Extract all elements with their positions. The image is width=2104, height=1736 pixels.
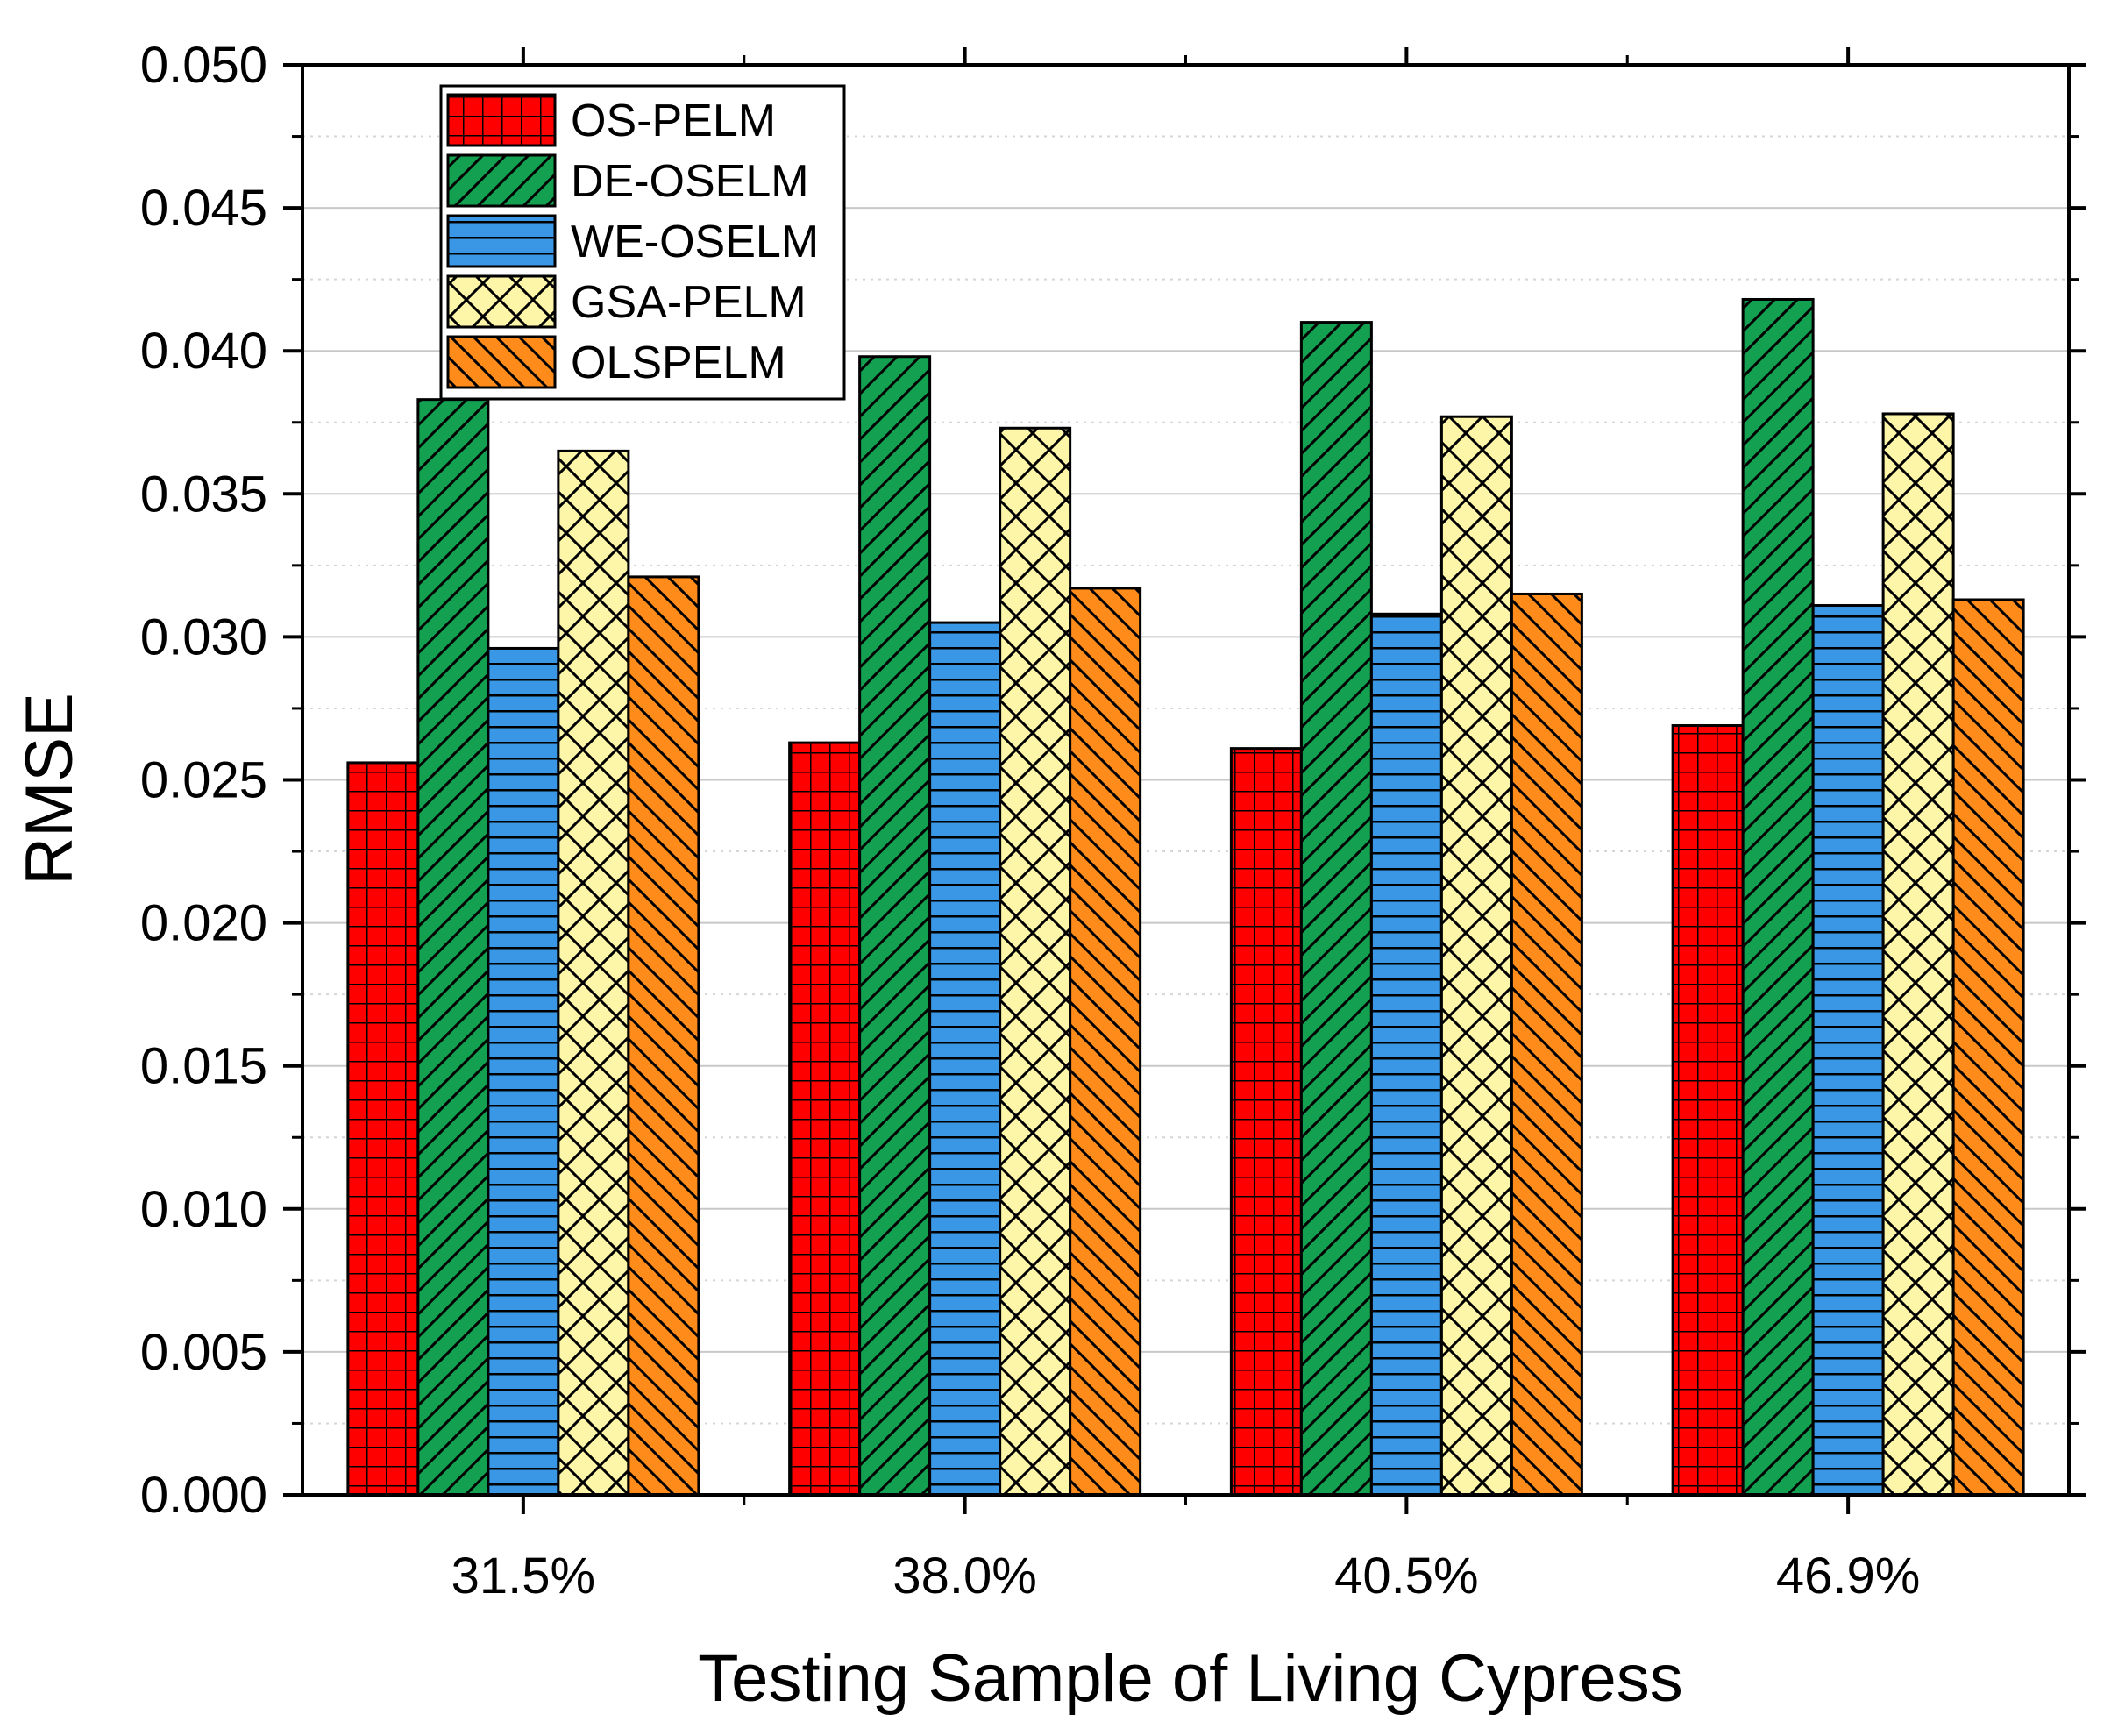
y-tick-label: 0.000 [140,1467,267,1524]
bar-olspelm-0 [627,575,700,1497]
bar-we-oselm-3 [1811,604,1885,1497]
legend-swatch-de-oselm [446,153,557,208]
y-tick-label: 0.035 [140,466,267,523]
bar-os-pelm-3 [1671,724,1745,1497]
bar-gsa-pelm-1 [999,426,1072,1497]
bar-gsa-pelm-0 [557,449,630,1497]
bar-os-pelm-2 [1229,747,1303,1497]
y-tick-label: 0.015 [140,1038,267,1095]
bar-de-oselm-0 [416,398,490,1497]
bar-gsa-pelm-3 [1881,412,1955,1497]
legend-swatch-os-pelm [446,93,557,147]
legend: OS-PELM DE-OSELM WE-OSELM GSA-PELM OLSPELM [439,84,846,401]
tick-labels: 0.000 0.005 0.010 0.015 0.020 0.025 0.030 0.035… [140,37,1921,1604]
x-axis-title: Testing Sample of Living Cypress [698,1641,1683,1716]
legend-label: GSA-PELM [571,277,807,328]
legend-label: OS-PELM [571,96,776,146]
y-tick-label: 0.010 [140,1181,267,1238]
bar-os-pelm-0 [346,761,420,1497]
y-tick-label: 0.005 [140,1324,267,1381]
axes [283,47,2086,1514]
legend-swatch-olspelm [446,335,557,389]
bar-olspelm-1 [1069,587,1142,1497]
legend-swatch-gsa-pelm [446,274,557,329]
bar-de-oselm-2 [1299,321,1373,1497]
y-tick-label: 0.040 [140,323,267,380]
y-tick-label: 0.050 [140,37,267,94]
y-tick-label: 0.020 [140,895,267,952]
y-tick-label: 0.045 [140,180,267,237]
bar-we-oselm-0 [487,646,560,1497]
legend-swatch-we-oselm [446,214,557,268]
y-tick-label: 0.025 [140,752,267,809]
bar-os-pelm-1 [788,741,862,1497]
x-tick-label: 46.9% [1776,1547,1920,1604]
x-tick-label: 31.5% [451,1547,595,1604]
y-axis-title: RMSE [12,693,87,886]
legend-label: DE-OSELM [571,156,809,207]
y-tick-label: 0.030 [140,608,267,665]
bars [346,297,2025,1497]
x-tick-label: 40.5% [1334,1547,1478,1604]
bar-de-oselm-1 [858,355,932,1497]
bar-olspelm-3 [1951,598,2025,1497]
bar-olspelm-2 [1510,592,1583,1497]
bar-we-oselm-2 [1369,612,1443,1497]
legend-label: WE-OSELM [571,217,819,267]
bar-de-oselm-3 [1741,297,1815,1497]
bar-we-oselm-1 [928,621,1002,1497]
bar-gsa-pelm-2 [1439,415,1513,1497]
x-tick-label: 38.0% [892,1547,1036,1604]
legend-label: OLSPELM [571,338,786,388]
